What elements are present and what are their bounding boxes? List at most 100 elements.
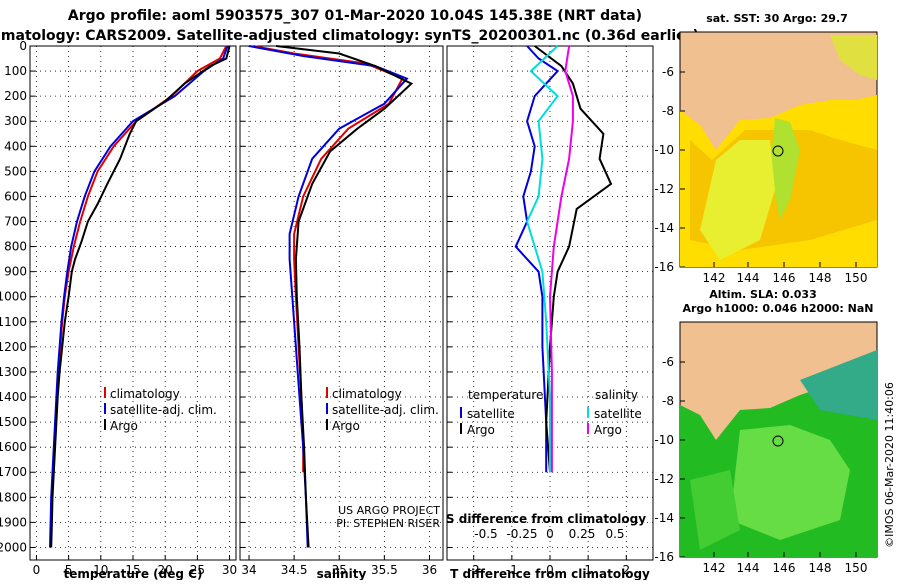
title-line-1: Argo profile: aoml 5903575_307 01-Mar-20… <box>68 8 642 24</box>
sst-map-title: sat. SST: 30 Argo: 29.7 <box>706 12 848 25</box>
map-y-tick-label: -16 <box>654 550 674 564</box>
legend-label: Argo <box>594 423 622 437</box>
depth-tick-label: 2000 <box>0 540 27 554</box>
depth-tick-label: 1500 <box>0 415 27 429</box>
legend-label: climatology <box>110 387 180 401</box>
map-x-tick-label: 142 <box>703 271 726 285</box>
legend-title-temperature: temperature <box>468 388 543 402</box>
legend-label: satellite-adj. clim. <box>110 403 217 417</box>
legend-label: Argo <box>110 419 138 433</box>
legend-label: Argo <box>332 419 360 433</box>
map-y-tick-label: -10 <box>654 433 674 447</box>
series-line-s-satellite <box>526 45 559 473</box>
series-line-s-argo <box>548 45 574 473</box>
map-x-tick-label: 150 <box>845 561 868 575</box>
depth-tick-label: 300 <box>4 114 27 128</box>
x2-tick-label: -0.5 <box>474 527 497 541</box>
x-tick-label: 0 <box>546 563 554 577</box>
map-x-tick-label: 148 <box>809 271 832 285</box>
plot-frame <box>29 45 237 561</box>
map-y-tick-label: -8 <box>662 394 674 408</box>
legend-label: satellite <box>594 407 642 421</box>
map-y-tick-label: -8 <box>662 104 674 118</box>
map-y-tick-label: -12 <box>654 182 674 196</box>
depth-tick-label: 1100 <box>0 315 27 329</box>
x-tick-label: 15 <box>125 563 140 577</box>
x-axis-label: salinity <box>317 567 367 580</box>
legend-label: climatology <box>332 387 402 401</box>
panel-difference: -2 -1 0 1 2T difference from climatology <box>446 45 654 581</box>
map-x-tick-label: 150 <box>845 271 868 285</box>
depth-tick-label: 1000 <box>0 290 27 304</box>
series-line-satellite-adj-clim- <box>248 45 409 548</box>
map-y-tick-label: -16 <box>654 260 674 274</box>
map-x-tick-label: 146 <box>773 271 796 285</box>
map-x-tick-label: 144 <box>737 271 760 285</box>
series-line-t-satellite <box>514 45 560 473</box>
map-x-tick-label: 142 <box>703 561 726 575</box>
map-x-tick-label: 148 <box>809 561 832 575</box>
depth-tick-label: 1900 <box>0 515 27 529</box>
map-y-tick-label: -6 <box>662 65 674 79</box>
map-y-tick-label: -12 <box>654 472 674 486</box>
depth-tick-label: 0 <box>19 39 27 53</box>
x-tick-label: 34.5 <box>281 563 308 577</box>
map-y-tick-label: -14 <box>654 511 674 525</box>
depth-tick-label: 400 <box>4 139 27 153</box>
sst-map <box>679 31 878 268</box>
x-tick-label: 5 <box>65 563 73 577</box>
x-axis-label: T difference from climatology <box>450 567 650 580</box>
depth-tick-label: 1400 <box>0 390 27 404</box>
x2-tick-label: 0 <box>546 527 554 541</box>
x-tick-label: 20 <box>158 563 173 577</box>
map-y-tick-label: -10 <box>654 143 674 157</box>
x-tick-label: 1 <box>584 563 592 577</box>
x-tick-label: 34 <box>241 563 256 577</box>
map-x-tick-label: 144 <box>737 561 760 575</box>
legend-label: satellite-adj. clim. <box>332 403 439 417</box>
x-tick-label: 0 <box>33 563 41 577</box>
panel-temperature: 0 5 10 15 20 25 30 temperature (deg C) <box>29 45 237 581</box>
map-x-tick-label: 146 <box>773 561 796 575</box>
watermark: ©IMOS 06-Mar-2020 11:40:06 <box>883 382 896 548</box>
title-line-2: Climatology: CARS2009. Satellite-adjuste… <box>0 28 699 44</box>
legend-title-salinity: salinity <box>595 388 638 402</box>
depth-tick-label: 100 <box>4 64 27 78</box>
series-line-argo <box>50 45 231 548</box>
x2-tick-label: -0.25 <box>506 527 537 541</box>
depth-tick-label: 700 <box>4 215 27 229</box>
sla-map-subtitle: Argo h1000: 0.046 h2000: NaN <box>682 302 873 315</box>
x-tick-label: -1 <box>506 563 518 577</box>
depth-tick-label: 800 <box>4 240 27 254</box>
depth-tick-label: 1200 <box>0 340 27 354</box>
series-line-argo <box>275 45 414 548</box>
sla-map-title: Altim. SLA: 0.033 <box>709 288 816 301</box>
depth-tick-label: 600 <box>4 189 27 203</box>
x-axis-label: temperature (deg C) <box>64 567 203 580</box>
legend-label: satellite <box>467 407 515 421</box>
x-axis-label-2: S difference from climatology <box>446 512 646 526</box>
x-tick-label: 35 <box>332 563 347 577</box>
x2-tick-label: 0.25 <box>569 527 596 541</box>
depth-tick-label: 1600 <box>0 440 27 454</box>
x-tick-label: 30 <box>222 563 237 577</box>
x-tick-label: 2 <box>622 563 630 577</box>
x-tick-label: 10 <box>93 563 108 577</box>
depth-tick-label: 1700 <box>0 465 27 479</box>
x2-tick-label: 0.5 <box>605 527 624 541</box>
annotation: PI: STEPHEN RISER <box>336 517 440 530</box>
depth-tick-label: 200 <box>4 89 27 103</box>
depth-tick-label: 1800 <box>0 490 27 504</box>
panel-salinity: 34 34.5 35 35.5 36 salinity <box>239 45 444 581</box>
x-tick-label: 25 <box>190 563 205 577</box>
x-tick-label: -2 <box>468 563 480 577</box>
map-y-tick-label: -14 <box>654 221 674 235</box>
x-tick-label: 36 <box>422 563 437 577</box>
depth-tick-label: 900 <box>4 265 27 279</box>
annotation: US ARGO PROJECT <box>338 504 440 517</box>
sla-map <box>679 321 878 558</box>
plot-frame <box>239 45 444 561</box>
x-tick-label: 35.5 <box>371 563 398 577</box>
depth-tick-label: 500 <box>4 164 27 178</box>
